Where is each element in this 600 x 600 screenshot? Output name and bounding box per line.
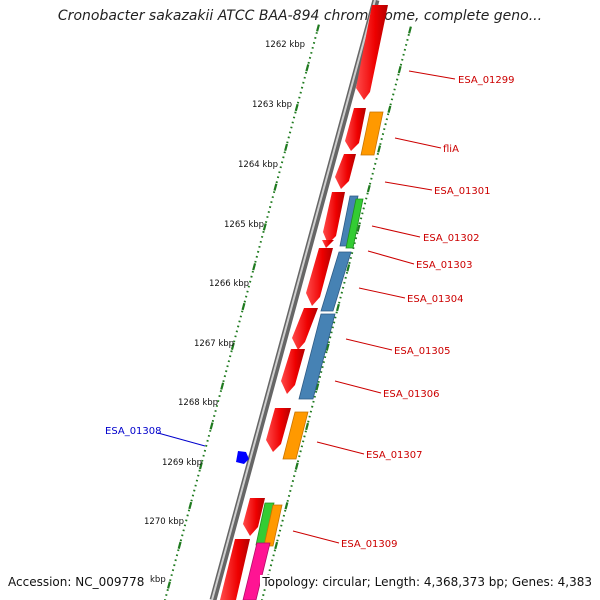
gene-flia-orange[interactable] [360, 111, 384, 156]
inner-major-tick [315, 383, 320, 391]
map-title: Cronobacter sakazakii ATCC BAA-894 chrom… [57, 8, 543, 24]
gene-esa-01305[interactable] [292, 308, 318, 350]
gene-label-esa-01306[interactable]: ESA_01306 [383, 389, 440, 400]
outer-major-tick [316, 24, 320, 32]
leader-lines [157, 70, 456, 544]
gene-label-esa-01309[interactable]: ESA_01309 [341, 539, 398, 550]
kbp-label-1262: 1262 kbp [265, 40, 305, 50]
kbp-label-1268: 1268 kbp [178, 398, 218, 408]
gene-label-esa-01301[interactable]: ESA_01301 [434, 186, 491, 197]
kbp-label-1269: 1269 kbp [162, 458, 202, 468]
kbp-label-1264: 1264 kbp [238, 160, 278, 170]
gene-esa-01307-orange[interactable] [282, 411, 309, 460]
outer-major-tick [273, 183, 278, 191]
kbp-label-1266: 1266 kbp [209, 279, 249, 289]
inner-major-tick [335, 303, 340, 312]
inner-major-tick [325, 343, 330, 351]
gene-flia-red[interactable] [345, 108, 366, 151]
outer-tick-track [163, 24, 320, 600]
gene-esa-01308[interactable] [236, 451, 249, 464]
gene-esa-01306[interactable] [281, 349, 305, 394]
accession-text: Accession: NC_009778 [8, 575, 147, 589]
gene-esa-01303[interactable] [322, 240, 334, 248]
gene-esa-01309-orange[interactable] [263, 504, 283, 547]
inner-major-tick [366, 184, 371, 193]
inner-major-tick [305, 422, 309, 431]
outer-major-tick [252, 263, 257, 271]
gene-esa-01310[interactable] [220, 539, 250, 600]
gene-label-esa-01308[interactable]: ESA_01308 [105, 426, 162, 437]
gene-label-flia[interactable]: fliA [443, 144, 459, 155]
outer-major-tick [198, 462, 203, 470]
gene-label-esa-01304[interactable]: ESA_01304 [407, 294, 464, 305]
gene-label-esa-01299[interactable]: ESA_01299 [458, 75, 515, 86]
outer-major-tick [230, 342, 235, 350]
kbp-label-1267: 1267 kbp [194, 339, 234, 349]
outer-major-tick [284, 143, 289, 152]
inner-major-tick [356, 224, 361, 232]
outer-major-tick [305, 64, 310, 72]
inner-major-tick [294, 462, 299, 470]
outer-major-tick [188, 501, 193, 510]
outer-major-tick [241, 302, 246, 311]
gene-esa-01302-green[interactable] [345, 198, 364, 249]
kbp-label-1263: 1263 kbp [252, 100, 292, 110]
gene-esa-01304-steel[interactable] [320, 251, 352, 312]
backbone-strand [209, 0, 380, 600]
outer-major-tick [220, 382, 225, 390]
inner-major-tick [377, 145, 382, 153]
gene-esa-01304[interactable] [306, 248, 333, 306]
inner-major-tick [408, 26, 412, 34]
kbp-label-1265: 1265 kbp [224, 220, 264, 230]
inner-major-tick [274, 541, 279, 550]
gene-features [220, 5, 388, 600]
gene-esa-01309-red[interactable] [243, 498, 265, 536]
kbp-label-1271: kbp [150, 575, 166, 585]
gene-esa-01301[interactable] [335, 154, 356, 189]
inner-tick-track [260, 26, 412, 600]
outer-major-tick [294, 103, 299, 112]
gene-esa-01310-magenta[interactable] [242, 542, 271, 600]
inner-major-tick [387, 105, 392, 113]
gene-esa-01302-red[interactable] [323, 192, 345, 244]
gene-label-esa-01307[interactable]: ESA_01307 [366, 450, 423, 461]
inner-major-tick [346, 264, 351, 272]
gene-esa-01305-steel[interactable] [298, 313, 336, 400]
gene-esa-01299[interactable] [356, 5, 388, 100]
topology-info-text: Topology: circular; Length: 4,368,373 bp… [260, 575, 592, 589]
gene-esa-01307-red[interactable] [266, 408, 291, 452]
inner-major-tick [397, 65, 402, 74]
gene-label-esa-01303[interactable]: ESA_01303 [416, 260, 473, 271]
gene-label-esa-01305[interactable]: ESA_01305 [394, 346, 451, 357]
outer-major-tick [209, 422, 214, 430]
outer-major-tick [177, 541, 182, 549]
gene-label-esa-01302[interactable]: ESA_01302 [423, 233, 480, 244]
inner-major-tick [284, 502, 289, 510]
kbp-label-1270: 1270 kbp [144, 517, 184, 527]
outer-major-tick [262, 223, 267, 231]
outer-major-tick [167, 581, 171, 589]
